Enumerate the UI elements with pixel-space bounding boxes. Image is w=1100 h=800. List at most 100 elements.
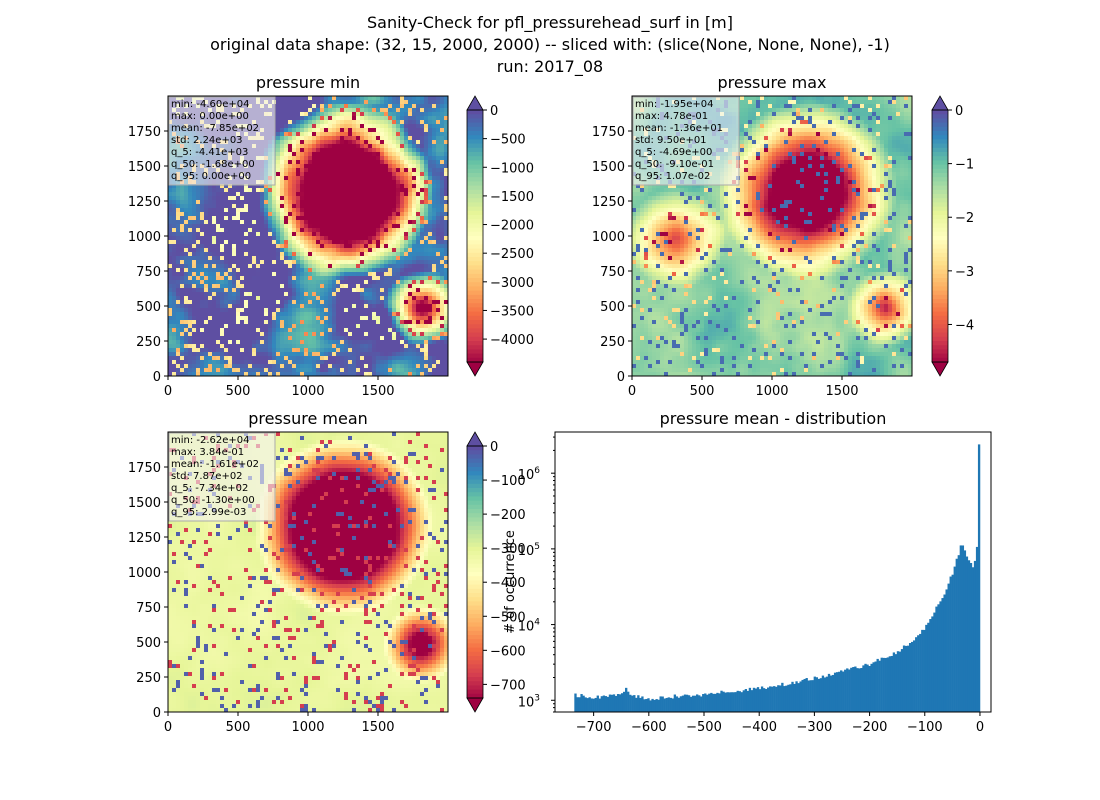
histogram-bar — [647, 698, 650, 712]
histogram-bar — [896, 651, 900, 712]
y-tick-label: 0 — [153, 370, 161, 385]
histogram-bar — [673, 694, 677, 712]
histogram-bar — [643, 699, 646, 712]
histogram-bar — [977, 444, 981, 712]
histogram-bar — [852, 667, 855, 712]
stats-line: max: 0.00e+00 — [171, 111, 249, 122]
histogram-bar — [963, 550, 967, 712]
histogram-bar — [787, 684, 790, 712]
histogram-bar — [829, 675, 833, 712]
histogram-bar — [975, 546, 979, 712]
histogram-bar — [894, 654, 898, 712]
y-tick-label: 750 — [136, 265, 161, 280]
histogram-bar — [588, 697, 591, 712]
histogram-bar — [616, 694, 620, 712]
colorbar-tick-label: −100 — [490, 474, 526, 489]
stats-line: q_5: -7.34e+02 — [171, 483, 248, 494]
histogram-bar — [631, 695, 634, 712]
histogram-bar — [913, 640, 916, 712]
histogram-bar — [629, 694, 632, 712]
colorbar-tick-label: 0 — [490, 104, 498, 119]
histogram-bar — [574, 693, 577, 712]
colorbar-tick-label: −1000 — [490, 161, 534, 176]
histogram-bar — [773, 686, 776, 712]
histogram-bar — [718, 693, 721, 712]
histogram-bar — [720, 690, 723, 712]
histogram-bar — [791, 681, 794, 712]
histogram-bar — [819, 678, 823, 712]
histogram-bar — [639, 697, 642, 712]
stats-line: q_50: -9.10e-01 — [635, 159, 714, 170]
histogram-bar — [728, 692, 731, 712]
colorbar-tick-label: −700 — [490, 678, 526, 693]
histogram-bar — [803, 678, 806, 712]
histogram-bar — [704, 693, 707, 712]
stats-line: min: -2.62e+04 — [171, 435, 250, 446]
histogram-bar — [933, 612, 936, 712]
histogram-bar — [746, 690, 750, 712]
histogram-bar — [775, 686, 778, 712]
histogram-bar — [649, 700, 652, 712]
histogram-bar — [854, 666, 857, 712]
histogram-bar — [860, 668, 863, 712]
colorbar-tick-label: −3500 — [490, 304, 534, 319]
histogram-bar — [590, 698, 593, 712]
histogram-bar — [898, 651, 902, 712]
y-tick-label: 0 — [153, 706, 161, 721]
histogram-bar — [693, 695, 697, 712]
histogram-bar — [892, 652, 896, 712]
colorbar-tick-label: −2 — [955, 211, 974, 226]
stats-line: std: 7.87e+02 — [171, 471, 243, 482]
histogram-bar — [710, 692, 713, 712]
colorbar-frame — [466, 445, 484, 699]
x-tick-label: 1500 — [361, 720, 394, 735]
histogram-bar — [908, 643, 912, 712]
histogram-bar — [740, 692, 743, 712]
stats-box-bg — [632, 96, 740, 186]
stats-line: mean: -1.36e+01 — [635, 123, 723, 134]
histogram-bar — [724, 692, 727, 712]
histogram-bar — [864, 663, 867, 712]
histogram-bar — [764, 689, 768, 712]
y-tick-label: 1750 — [128, 461, 161, 476]
colorbar: 0 −1 −2 −3 −4 — [931, 95, 974, 377]
histogram-bar — [805, 678, 808, 712]
histogram-bar — [837, 671, 841, 712]
histogram-bar — [872, 662, 875, 712]
stats-line: min: -4.60e+04 — [171, 99, 250, 110]
x-tick-label: 0 — [164, 384, 172, 399]
histogram-bar — [734, 692, 737, 712]
histogram-bar — [815, 677, 819, 712]
histogram-bar — [578, 697, 581, 712]
x-tick-label: 1000 — [291, 384, 324, 399]
histogram-bar — [953, 566, 956, 712]
colorbar-tick-label: −300 — [490, 542, 526, 557]
histogram-bar — [971, 567, 975, 712]
histogram-bar — [923, 629, 926, 712]
histogram-bar — [811, 680, 814, 712]
histogram-bar — [645, 698, 648, 712]
histogram-bar — [698, 695, 701, 712]
y-tick-label: 1250 — [592, 195, 625, 210]
histogram-bar — [618, 694, 622, 712]
heatmap-title: pressure mean — [248, 409, 368, 428]
histogram-bar — [706, 694, 709, 712]
histogram-bar — [671, 698, 674, 712]
histogram-bar — [931, 616, 934, 712]
histogram-bar — [742, 690, 745, 712]
stats-line: q_50: -1.68e+00 — [171, 159, 255, 170]
histogram-bar — [848, 669, 851, 712]
histogram-bar — [882, 657, 885, 712]
histogram-bar — [712, 693, 715, 712]
histogram-bar — [911, 641, 914, 712]
histogram-bar — [641, 696, 644, 712]
histogram-bar — [625, 687, 628, 712]
histogram-bar — [880, 657, 883, 712]
colorbar-extend-bottom — [466, 697, 484, 713]
histogram-bar — [767, 687, 770, 712]
heatmap-title: pressure min — [256, 73, 360, 92]
stats-box-bg — [168, 432, 276, 522]
histogram-bar — [833, 672, 837, 712]
histogram-bar — [600, 696, 604, 712]
